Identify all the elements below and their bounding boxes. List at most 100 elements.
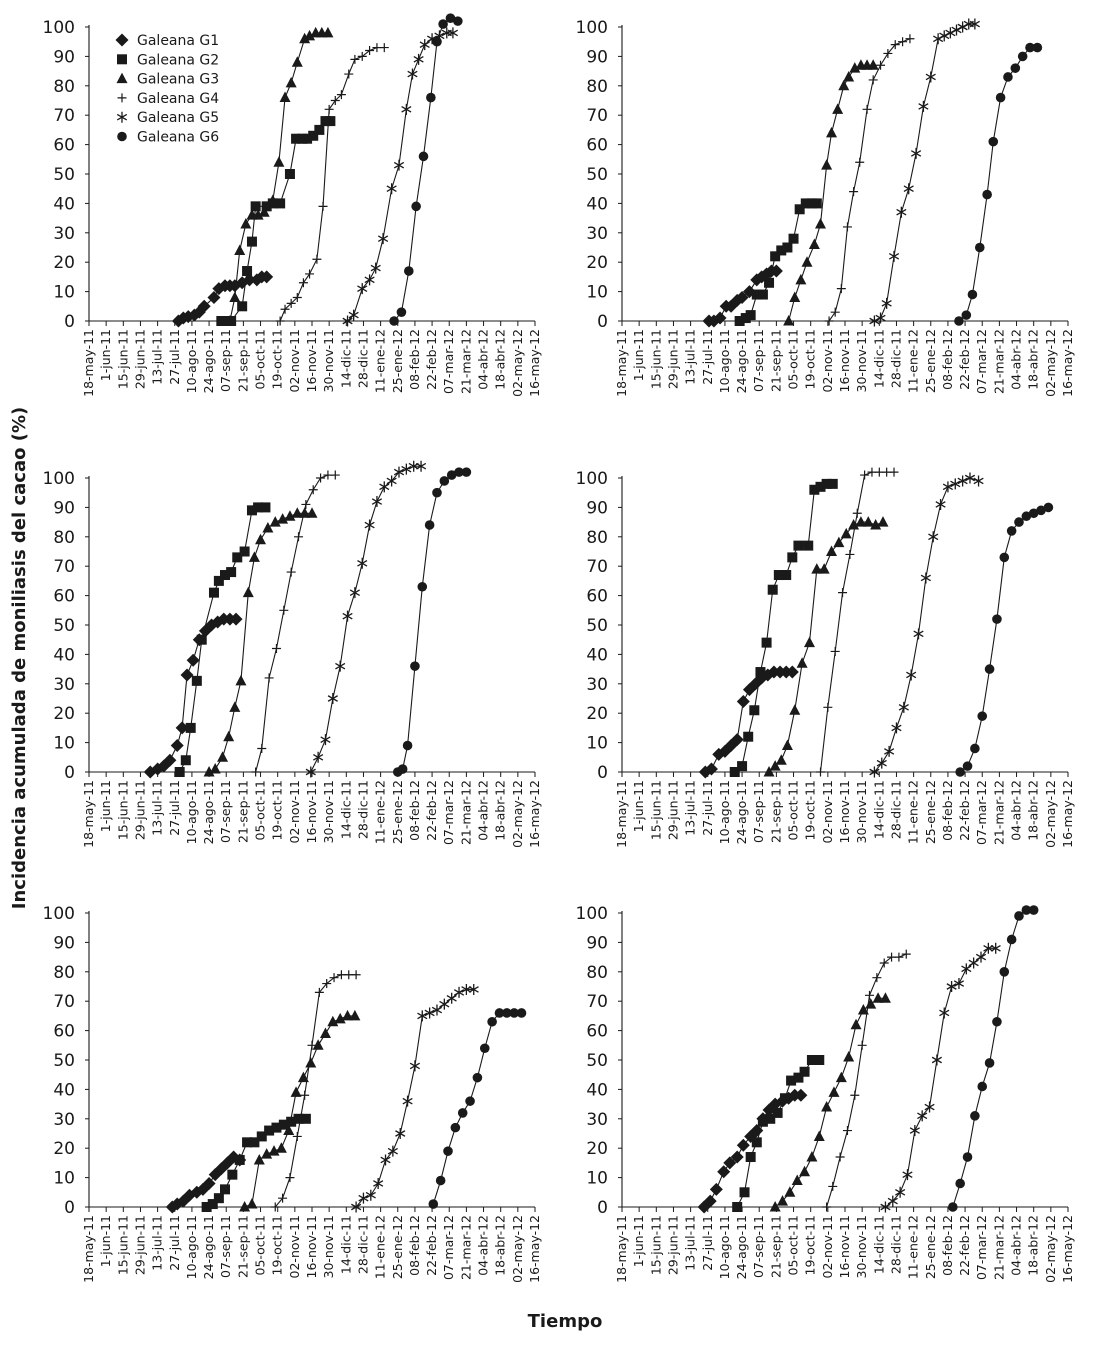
y-tick-label: 50: [53, 616, 75, 636]
data-point: [407, 68, 418, 80]
data-point: [438, 19, 448, 29]
legend-marker: [115, 33, 129, 47]
series-galeana-g4: [815, 467, 899, 777]
x-tick-label: 08-feb-12: [407, 329, 422, 390]
x-tick-label: 05-oct-11: [253, 1215, 268, 1276]
data-point: [371, 496, 383, 508]
data-point: [799, 1165, 811, 1177]
data-point: [262, 521, 274, 533]
data-point: [803, 540, 814, 551]
data-point: [999, 552, 1010, 563]
series-line: [347, 32, 453, 322]
data-point: [827, 478, 838, 489]
y-tick-label: 60: [53, 1022, 75, 1042]
data-point: [751, 289, 762, 300]
data-point: [1028, 508, 1039, 519]
data-point: [208, 587, 219, 598]
data-point: [765, 1113, 776, 1124]
x-tick-label: 16-may-12: [527, 1215, 542, 1283]
data-point: [439, 998, 450, 1010]
data-point: [239, 1201, 251, 1212]
x-tick-label: 07-mar-12: [441, 780, 456, 845]
data-point: [845, 549, 855, 559]
data-point: [811, 563, 823, 574]
data-point: [207, 1199, 218, 1210]
y-tick-label: 10: [586, 734, 608, 754]
x-tick-label: 02-may-12: [510, 1215, 525, 1283]
data-point: [401, 103, 412, 115]
data-point: [447, 27, 458, 39]
data-point: [465, 1096, 475, 1106]
x-tick-label: 14-dic-11: [338, 780, 353, 839]
x-tick-label: 10-ago-11: [184, 780, 199, 844]
data-point: [386, 475, 397, 487]
x-tick-label: 02-nov-11: [287, 329, 302, 392]
data-point: [379, 43, 389, 53]
data-point: [379, 481, 390, 493]
data-point: [494, 1008, 505, 1018]
data-point: [279, 605, 289, 615]
x-tick-label: 21-mar-12: [991, 329, 1006, 394]
data-point: [905, 34, 915, 44]
data-point: [298, 278, 308, 288]
x-tick-label: 07-mar-12: [974, 1215, 989, 1280]
data-point: [229, 291, 241, 302]
data-point: [257, 743, 267, 753]
x-tick-label: 28-dic-11: [355, 1215, 370, 1274]
y-tick-label: 70: [586, 992, 608, 1012]
x-tick-label: 29-jun-11: [132, 329, 147, 389]
data-point: [393, 159, 405, 171]
data-point: [793, 540, 804, 551]
data-point: [736, 1138, 750, 1152]
series-line: [774, 997, 886, 1208]
y-tick-label: 30: [53, 224, 75, 244]
x-tick-label: 21-mar-12: [458, 780, 473, 845]
data-point: [880, 1201, 891, 1213]
series-galeana-g3: [239, 1009, 361, 1212]
data-point: [479, 1043, 490, 1054]
x-tick-label: 27-jul-11: [700, 780, 715, 836]
data-point: [284, 169, 295, 179]
x-tick-label: 24-ago-11: [734, 780, 749, 844]
data-point: [285, 1173, 295, 1183]
data-point: [240, 217, 252, 229]
data-point: [380, 1154, 391, 1166]
data-point: [772, 1107, 783, 1118]
data-point: [1021, 905, 1032, 915]
series-galeana-g1: [698, 665, 799, 779]
y-tick-label: 50: [586, 1051, 608, 1071]
y-tick-label: 10: [586, 283, 608, 303]
x-tick-label: 08-feb-12: [940, 780, 955, 841]
x-tick-label: 27-jul-11: [167, 329, 182, 385]
data-point: [830, 646, 840, 656]
data-point: [843, 70, 855, 82]
data-point: [318, 201, 328, 211]
data-point: [782, 242, 793, 253]
data-point: [773, 570, 784, 581]
data-point: [268, 1145, 280, 1156]
y-tick-label: 60: [586, 136, 608, 156]
data-point: [955, 767, 965, 777]
y-tick-label: 80: [586, 528, 608, 548]
data-point: [791, 1174, 803, 1186]
data-point: [277, 513, 289, 524]
x-tick-label: 21-sep-11: [768, 329, 783, 392]
data-point: [197, 299, 211, 313]
data-point: [253, 502, 264, 513]
data-point: [964, 472, 976, 484]
data-point: [446, 992, 457, 1004]
data-point: [329, 973, 339, 983]
x-tick-label: 08-feb-12: [940, 329, 955, 390]
legend-entry-galeana-g4: Galeana G4: [117, 91, 219, 107]
x-tick-label: 1-jun-11: [631, 329, 646, 381]
data-point: [888, 250, 900, 262]
data-point: [213, 1193, 224, 1204]
legend-marker: [117, 54, 127, 65]
data-point: [450, 1122, 461, 1133]
legend-marker: [117, 93, 127, 103]
data-point: [191, 675, 202, 686]
data-point: [865, 990, 875, 1000]
x-tick-label: 13-jul-11: [150, 780, 165, 836]
data-point: [920, 572, 931, 584]
data-point: [223, 730, 235, 742]
